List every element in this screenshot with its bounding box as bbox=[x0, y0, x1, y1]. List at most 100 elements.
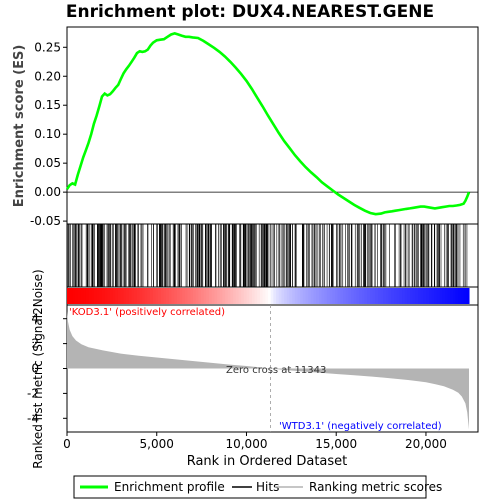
color-bar-cell bbox=[302, 288, 307, 304]
color-bar-cell bbox=[160, 288, 164, 304]
color-bar-cell bbox=[332, 288, 336, 304]
color-bar-cell bbox=[227, 288, 231, 304]
positive-correlation-label: 'KOD3.1' (positively correlated) bbox=[69, 307, 225, 318]
color-bar-cell bbox=[243, 288, 248, 304]
rank-y-tick-label: 2 bbox=[31, 337, 39, 351]
es-y-tick-label: 0.00 bbox=[34, 185, 61, 199]
color-bar-cell bbox=[203, 288, 207, 304]
es-y-tick-label: -0.05 bbox=[30, 214, 61, 228]
color-bar-cell bbox=[343, 288, 347, 304]
color-bar-cell bbox=[375, 288, 379, 304]
color-bar-cell bbox=[351, 288, 355, 304]
es-y-tick-label: 0.25 bbox=[34, 40, 61, 54]
color-bar-cell bbox=[278, 288, 282, 304]
color-bar-cell bbox=[399, 288, 403, 304]
color-bar-cell bbox=[206, 288, 210, 304]
color-bar-cell bbox=[96, 288, 100, 304]
color-bar-cell bbox=[324, 288, 328, 304]
color-bar-cell bbox=[259, 288, 264, 304]
color-bar-cell bbox=[364, 288, 368, 304]
color-bar-cell bbox=[139, 288, 143, 304]
color-bar-cell bbox=[428, 288, 433, 304]
color-bar-cell bbox=[75, 288, 79, 304]
color-bar-cell bbox=[163, 288, 167, 304]
color-bar-cell bbox=[144, 288, 148, 304]
color-bar-cell bbox=[174, 288, 178, 304]
color-bar-cell bbox=[377, 288, 382, 304]
color-bar-cell bbox=[412, 288, 416, 304]
color-bar-cell bbox=[284, 288, 288, 304]
es-y-tick-label: 0.15 bbox=[34, 98, 61, 112]
color-bar-cell bbox=[361, 288, 365, 304]
color-bar-cell bbox=[134, 288, 138, 304]
color-bar-cell bbox=[353, 288, 357, 304]
color-bar-cell bbox=[463, 288, 467, 304]
color-bar-cell bbox=[72, 288, 76, 304]
color-bar-cell bbox=[321, 288, 325, 304]
color-bar-cell bbox=[83, 288, 87, 304]
color-bar-cell bbox=[444, 288, 449, 304]
color-bar-cell bbox=[410, 288, 414, 304]
color-bar-cell bbox=[402, 288, 406, 304]
color-bar-cell bbox=[369, 288, 374, 304]
color-bar-cell bbox=[383, 288, 387, 304]
color-bar-cell bbox=[436, 288, 441, 304]
x-tick-label: 15,000 bbox=[315, 437, 357, 451]
color-bar-cell bbox=[115, 288, 119, 304]
color-bar-cell bbox=[380, 288, 384, 304]
color-bar-cell bbox=[120, 288, 124, 304]
x-tick-label: 20,000 bbox=[405, 437, 447, 451]
color-bar-cell bbox=[166, 288, 170, 304]
color-bar-cell bbox=[418, 288, 422, 304]
color-bar-cell bbox=[222, 288, 226, 304]
color-bar-cell bbox=[125, 288, 130, 304]
color-bar-cell bbox=[136, 288, 140, 304]
color-bar-cell bbox=[286, 288, 290, 304]
color-bar-cell bbox=[211, 288, 215, 304]
color-bar-cell bbox=[187, 288, 191, 304]
color-bar-cell bbox=[195, 288, 199, 304]
ranking-metric-panel: -4 -2 0 2 4 'KOD3.1' (positively correlated)… bbox=[27, 269, 479, 469]
color-bar-cell bbox=[268, 288, 272, 304]
color-bar-cell bbox=[415, 288, 419, 304]
color-bar-cell bbox=[326, 288, 331, 304]
color-bar-cell bbox=[155, 288, 159, 304]
color-bar-cell bbox=[273, 288, 277, 304]
color-bar-cell bbox=[101, 288, 106, 304]
color-bar-cell bbox=[466, 288, 470, 304]
color-bar-cell bbox=[318, 288, 323, 304]
es-y-tick-label: 0.05 bbox=[34, 156, 61, 170]
x-tick-label: 10,000 bbox=[225, 437, 267, 451]
hits-panel bbox=[66, 223, 479, 288]
enrichment-panel-frame bbox=[66, 26, 479, 225]
color-bar-cell bbox=[176, 288, 181, 304]
rank-y-tick-label: 4 bbox=[31, 312, 39, 326]
color-bar-cell bbox=[345, 288, 349, 304]
color-bar-cell bbox=[297, 288, 301, 304]
color-bar-cell bbox=[104, 288, 108, 304]
legend-item-hits: Hits bbox=[256, 480, 279, 494]
color-bar-cell bbox=[265, 288, 269, 304]
color-bar-cell bbox=[198, 288, 202, 304]
color-bar-cell bbox=[254, 288, 258, 304]
color-bar-cell bbox=[131, 288, 135, 304]
color-bar-cell bbox=[117, 288, 122, 304]
color-bar-cell bbox=[88, 288, 92, 304]
color-bar-cell bbox=[257, 288, 261, 304]
color-bar-cell bbox=[235, 288, 240, 304]
color-bar-cell bbox=[458, 288, 462, 304]
color-bar-cell bbox=[434, 288, 438, 304]
color-bar-cell bbox=[93, 288, 97, 304]
color-bar-cell bbox=[184, 288, 189, 304]
ranking-metric-area bbox=[67, 311, 469, 430]
color-bar-cell bbox=[251, 288, 256, 304]
color-bar-cell bbox=[340, 288, 344, 304]
ranking-y-axis-label: Ranked list metric (Signal2Noise) bbox=[31, 269, 45, 468]
color-bar-cell bbox=[262, 288, 266, 304]
color-bar-cell bbox=[80, 288, 84, 304]
legend: Enrichment profile Hits Ranking metric s… bbox=[73, 475, 442, 499]
color-bar-cell bbox=[171, 288, 175, 304]
rank-y-tick-label: -4 bbox=[27, 411, 39, 425]
zero-cross-label: Zero cross at 11343 bbox=[226, 365, 326, 376]
color-bar-cell bbox=[289, 288, 293, 304]
